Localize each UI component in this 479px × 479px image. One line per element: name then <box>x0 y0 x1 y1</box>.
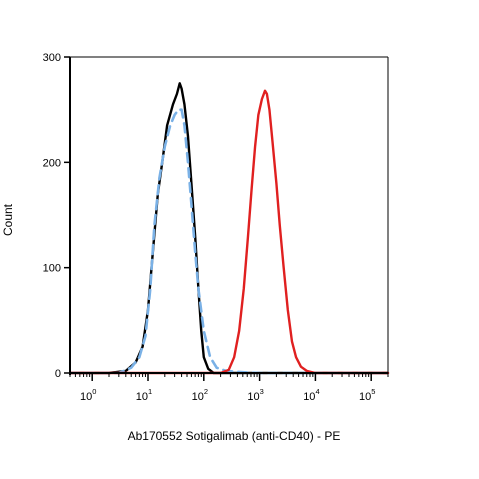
x-tick-exponent-3: 3 <box>260 387 264 396</box>
y-tick-label-0: 0 <box>55 368 61 380</box>
y-tick-label-200: 200 <box>43 157 61 169</box>
series-line-1 <box>68 108 390 375</box>
x-tick-exponent-0: 0 <box>92 387 96 396</box>
y-axis-title: Count <box>1 203 15 236</box>
x-tick-exponent-1: 1 <box>148 387 152 396</box>
x-tick-exponent-2: 2 <box>204 387 208 396</box>
y-tick-label-300: 300 <box>43 52 61 64</box>
x-tick-exponent-5: 5 <box>371 387 375 396</box>
x-axis-title: Ab170552 Sotigalimab (anti-CD40) - PE <box>128 429 341 443</box>
x-tick-exponent-4: 4 <box>315 387 319 396</box>
plot-series <box>68 82 390 375</box>
series-line-2 <box>68 89 390 375</box>
y-tick-label-100: 100 <box>43 263 61 275</box>
